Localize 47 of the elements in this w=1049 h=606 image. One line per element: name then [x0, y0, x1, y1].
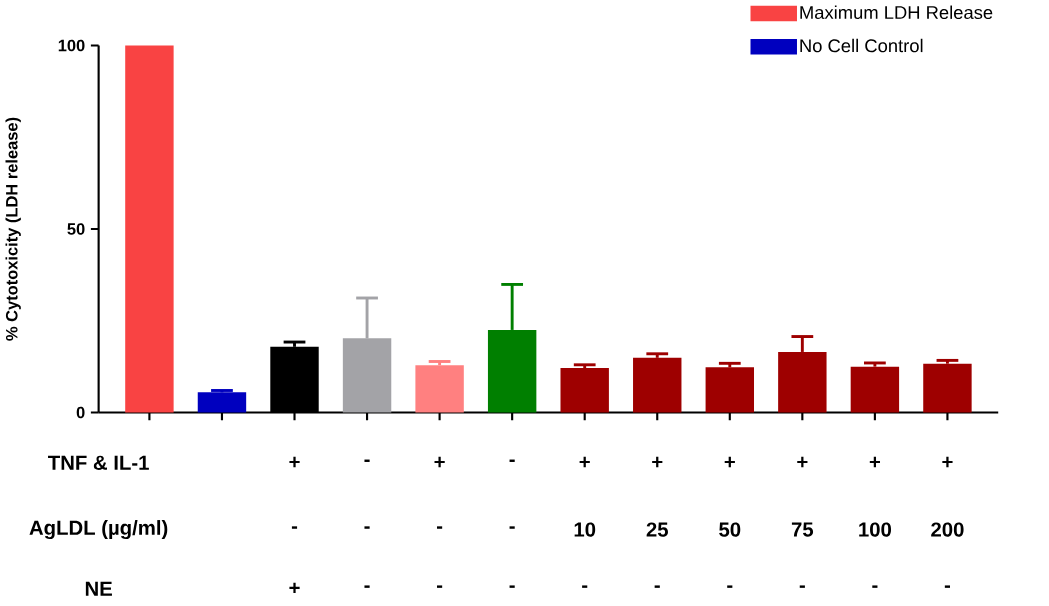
- text: 10: [574, 522, 596, 537]
- bar: [415, 365, 464, 413]
- text: -: [437, 526, 443, 529]
- bar: [633, 357, 682, 413]
- text: -: [509, 585, 515, 588]
- text: -: [799, 585, 805, 588]
- text: +: [869, 456, 881, 468]
- text: +: [724, 456, 735, 468]
- text: -: [509, 459, 515, 462]
- legend-label: No Cell Control: [800, 38, 923, 53]
- text: TNF & IL-1: [48, 455, 149, 470]
- text: +: [579, 456, 590, 468]
- bar: [197, 392, 247, 413]
- text: -: [509, 526, 515, 529]
- y-axis-title: % Cytotoxicity (LDH release): [5, 117, 21, 341]
- text: AgLDL (µg/ml): [29, 519, 168, 540]
- text: -: [437, 585, 443, 588]
- y-tick-label: 0: [76, 406, 85, 419]
- text: 50: [719, 522, 741, 537]
- text: +: [434, 456, 445, 468]
- legend-label: Maximum LDH Release: [800, 5, 993, 19]
- text: 200: [931, 522, 964, 537]
- text: -: [872, 585, 878, 588]
- text: -: [291, 526, 298, 529]
- text: NE: [85, 581, 112, 596]
- bar: [850, 366, 900, 413]
- text: -: [654, 585, 660, 588]
- y-tick-label: 50: [67, 223, 85, 235]
- bar: [923, 363, 972, 413]
- text: -: [582, 585, 588, 588]
- text: +: [289, 456, 300, 468]
- bar: [125, 45, 174, 413]
- text: 25: [646, 522, 668, 537]
- bar: [560, 368, 609, 413]
- text: 100: [859, 522, 892, 537]
- y-tick-label: 100: [58, 39, 85, 52]
- text: -: [364, 459, 370, 462]
- text: +: [797, 456, 808, 468]
- text: +: [942, 456, 953, 468]
- text: -: [364, 585, 370, 588]
- text: +: [289, 582, 300, 593]
- bar: [705, 367, 754, 413]
- text: 75: [791, 522, 814, 537]
- text: -: [364, 526, 370, 529]
- text: -: [727, 585, 733, 588]
- text: +: [652, 456, 663, 468]
- text: -: [944, 585, 950, 588]
